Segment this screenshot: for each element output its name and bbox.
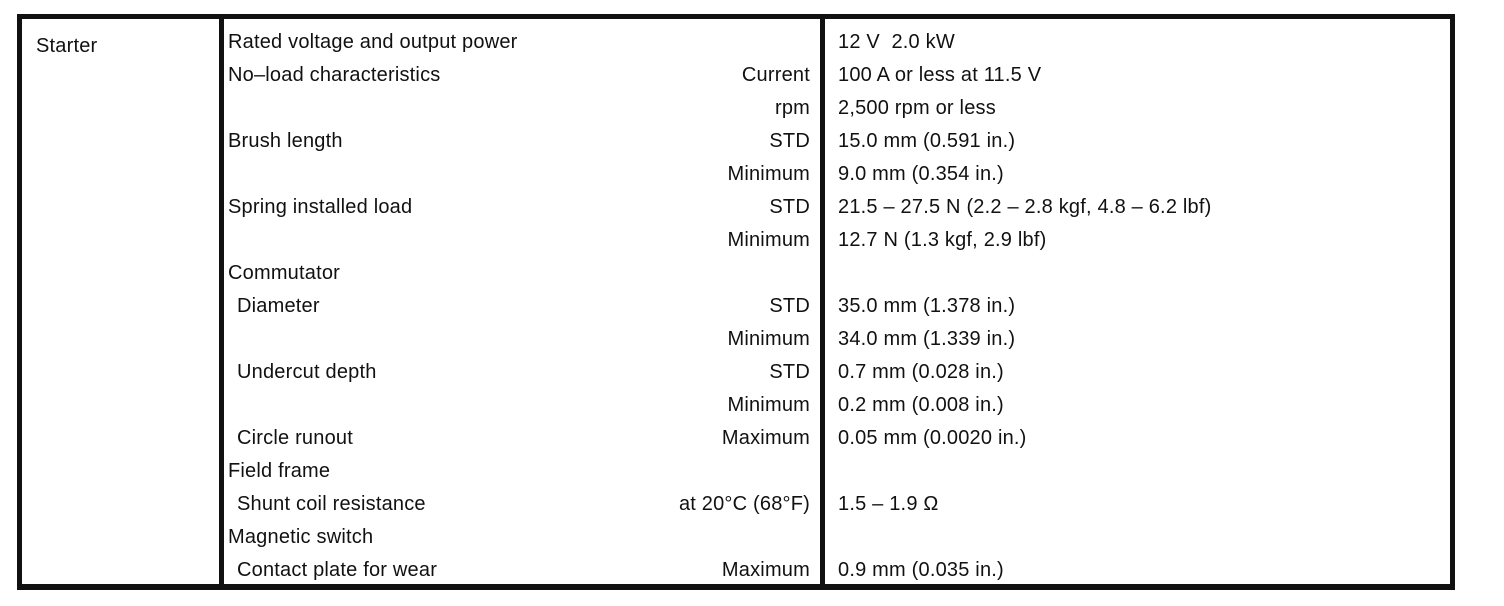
spec-qualifier-label: STD bbox=[769, 130, 810, 152]
table-row: No–load characteristics Current 100 A or… bbox=[224, 59, 1450, 92]
spec-qualifier-label: Maximum bbox=[721, 427, 810, 449]
table-row: Magnetic switch bbox=[224, 521, 1450, 554]
spec-value-cell: 12.7 N (1.3 kgf, 2.9 lbf) bbox=[820, 224, 1450, 257]
spec-value: 0.7 mm (0.028 in.) bbox=[838, 361, 1004, 383]
spec-value-cell bbox=[820, 455, 1450, 488]
spec-item-label: Diameter bbox=[237, 295, 320, 317]
spec-item-cell: Commutator bbox=[224, 257, 820, 290]
value-column-divider bbox=[820, 19, 825, 584]
spec-item-cell: Brush length STD bbox=[224, 125, 820, 158]
spec-item-cell: Contact plate for wear Maximum bbox=[224, 554, 820, 584]
component-name: Starter bbox=[36, 35, 98, 57]
table-row: Rated voltage and output power 12 V 2.0 … bbox=[224, 26, 1450, 59]
table-row: Commutator bbox=[224, 257, 1450, 290]
spec-value-cell: 34.0 mm (1.339 in.) bbox=[820, 323, 1450, 356]
spec-qualifier-label: rpm bbox=[774, 97, 810, 119]
spec-value: 0.2 mm (0.008 in.) bbox=[838, 394, 1004, 416]
spec-value-cell: 1.5 – 1.9 Ω bbox=[820, 488, 1450, 521]
spec-qualifier-label: Minimum bbox=[727, 163, 810, 185]
table-row: Minimum 12.7 N (1.3 kgf, 2.9 lbf) bbox=[224, 224, 1450, 257]
spec-item-cell: Spring installed load STD bbox=[224, 191, 820, 224]
table-row: Minimum 9.0 mm (0.354 in.) bbox=[224, 158, 1450, 191]
table-row: Contact plate for wear Maximum 0.9 mm (0… bbox=[224, 554, 1450, 584]
spec-value-cell: 0.05 mm (0.0020 in.) bbox=[820, 422, 1450, 455]
spec-value-cell: 12 V 2.0 kW bbox=[820, 26, 1450, 59]
spec-qualifier-label: STD bbox=[769, 295, 810, 317]
spec-item-cell: rpm bbox=[224, 92, 820, 125]
spec-value: 100 A or less at 11.5 V bbox=[838, 64, 1042, 86]
table-row: Spring installed load STD 21.5 – 27.5 N … bbox=[224, 191, 1450, 224]
spec-value-cell: 100 A or less at 11.5 V bbox=[820, 59, 1450, 92]
table-row: Minimum 0.2 mm (0.008 in.) bbox=[224, 389, 1450, 422]
spec-item-label: Shunt coil resistance bbox=[237, 493, 426, 515]
spec-item-label: Brush length bbox=[228, 130, 343, 152]
spec-qualifier-label: Minimum bbox=[727, 328, 810, 350]
spec-item-cell: Minimum bbox=[224, 158, 820, 191]
spec-value-cell: 0.2 mm (0.008 in.) bbox=[820, 389, 1450, 422]
spec-item-label: Circle runout bbox=[237, 427, 353, 449]
spec-item-cell: Diameter STD bbox=[224, 290, 820, 323]
spec-item-cell: Minimum bbox=[224, 323, 820, 356]
spec-value: 15.0 mm (0.591 in.) bbox=[838, 130, 1016, 152]
spec-value-cell: 2,500 rpm or less bbox=[820, 92, 1450, 125]
spec-value: 1.5 – 1.9 Ω bbox=[838, 493, 939, 515]
table-row: Shunt coil resistance at 20°C (68°F) 1.5… bbox=[224, 488, 1450, 521]
spec-item-label: No–load characteristics bbox=[228, 64, 441, 86]
spec-item-cell: Shunt coil resistance at 20°C (68°F) bbox=[224, 488, 820, 521]
spec-item-label: Undercut depth bbox=[237, 361, 377, 383]
table-row: Diameter STD 35.0 mm (1.378 in.) bbox=[224, 290, 1450, 323]
spec-qualifier-label: Minimum bbox=[727, 394, 810, 416]
spec-item-cell: Minimum bbox=[224, 224, 820, 257]
starter-spec-table: Starter Rated voltage and output power 1… bbox=[17, 14, 1455, 590]
table-row: Brush length STD 15.0 mm (0.591 in.) bbox=[224, 125, 1450, 158]
spec-item-label: Spring installed load bbox=[228, 196, 413, 218]
spec-value-cell bbox=[820, 257, 1450, 290]
spec-value-cell: 21.5 – 27.5 N (2.2 – 2.8 kgf, 4.8 – 6.2 … bbox=[820, 191, 1450, 224]
spec-value-cell bbox=[820, 521, 1450, 554]
spec-value: 35.0 mm (1.378 in.) bbox=[838, 295, 1016, 317]
spec-value: 12.7 N (1.3 kgf, 2.9 lbf) bbox=[838, 229, 1047, 251]
spec-value: 21.5 – 27.5 N (2.2 – 2.8 kgf, 4.8 – 6.2 … bbox=[838, 196, 1212, 218]
spec-value: 0.05 mm (0.0020 in.) bbox=[838, 427, 1027, 449]
spec-qualifier-label: at 20°C (68°F) bbox=[678, 493, 810, 515]
spec-item-cell: Undercut depth STD bbox=[224, 356, 820, 389]
spec-value-cell: 0.7 mm (0.028 in.) bbox=[820, 356, 1450, 389]
table-row: Circle runout Maximum 0.05 mm (0.0020 in… bbox=[224, 422, 1450, 455]
spec-item-cell: Circle runout Maximum bbox=[224, 422, 820, 455]
spec-item-label: Contact plate for wear bbox=[237, 559, 438, 581]
table-row: rpm 2,500 rpm or less bbox=[224, 92, 1450, 125]
spec-qualifier-label: Current bbox=[741, 64, 810, 86]
spec-value: 9.0 mm (0.354 in.) bbox=[838, 163, 1004, 185]
spec-item-cell: Minimum bbox=[224, 389, 820, 422]
spec-value-cell: 9.0 mm (0.354 in.) bbox=[820, 158, 1450, 191]
spec-item-cell: Magnetic switch bbox=[224, 521, 820, 554]
spec-item-label: Commutator bbox=[228, 262, 341, 284]
spec-value: 2,500 rpm or less bbox=[838, 97, 996, 119]
spec-value: 0.9 mm (0.035 in.) bbox=[838, 559, 1004, 581]
table-row: Field frame bbox=[224, 455, 1450, 488]
spec-qualifier-label: STD bbox=[769, 361, 810, 383]
spec-qualifier-label: Maximum bbox=[721, 559, 810, 581]
spec-value: 34.0 mm (1.339 in.) bbox=[838, 328, 1016, 350]
spec-value-cell: 35.0 mm (1.378 in.) bbox=[820, 290, 1450, 323]
spec-value-cell: 15.0 mm (0.591 in.) bbox=[820, 125, 1450, 158]
spec-item-label: Magnetic switch bbox=[228, 526, 374, 548]
spec-value-cell: 0.9 mm (0.035 in.) bbox=[820, 554, 1450, 584]
spec-item-cell: Field frame bbox=[224, 455, 820, 488]
spec-item-label: Rated voltage and output power bbox=[228, 31, 518, 53]
spec-value: 12 V 2.0 kW bbox=[838, 31, 955, 53]
spec-item-cell: No–load characteristics Current bbox=[224, 59, 820, 92]
table-row: Undercut depth STD 0.7 mm (0.028 in.) bbox=[224, 356, 1450, 389]
spec-item-cell: Rated voltage and output power bbox=[224, 26, 820, 59]
spec-item-label: Field frame bbox=[228, 460, 331, 482]
component-name-cell: Starter bbox=[22, 19, 224, 584]
spec-qualifier-label: Minimum bbox=[727, 229, 810, 251]
table-row: Minimum 34.0 mm (1.339 in.) bbox=[224, 323, 1450, 356]
spec-qualifier-label: STD bbox=[769, 196, 810, 218]
spec-rows-container: Rated voltage and output power 12 V 2.0 … bbox=[224, 19, 1450, 584]
